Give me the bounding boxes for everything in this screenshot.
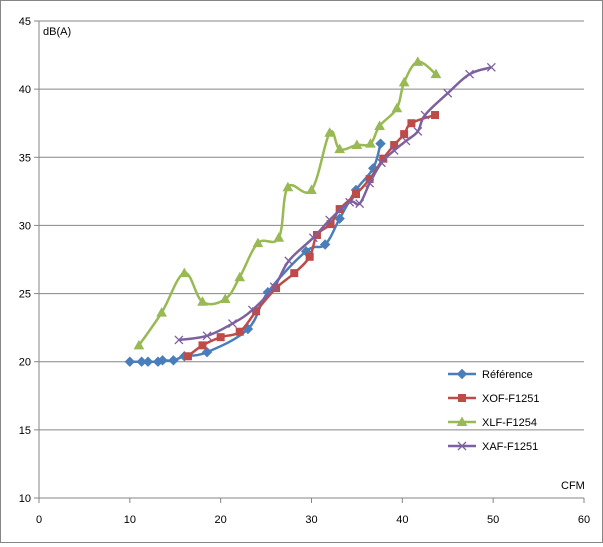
data-point [269, 282, 279, 292]
data-point [430, 68, 442, 79]
data-point [273, 232, 285, 242]
data-point [324, 127, 336, 137]
x-tick-label: 40 [396, 514, 408, 526]
legend-marker [456, 368, 468, 380]
legend-item: XAF-F1251 [448, 441, 538, 453]
data-point [234, 271, 246, 282]
legend-label: XOF-F1251 [482, 393, 539, 405]
data-point [390, 141, 399, 150]
data-point [201, 346, 213, 358]
x-tick-label: 20 [215, 514, 227, 526]
data-point [198, 341, 207, 350]
data-point [334, 143, 346, 154]
data-point [431, 111, 440, 120]
data-point [202, 331, 212, 341]
series-2 [183, 111, 440, 361]
data-point [252, 237, 264, 248]
legend-item: XOF-F1251 [448, 393, 539, 405]
legend-marker [458, 394, 466, 402]
y-tick-label: 35 [19, 152, 31, 164]
data-point [365, 178, 375, 188]
data-point [308, 233, 318, 243]
x-tick-label: 60 [578, 514, 590, 526]
legend-item: XLF-F1254 [448, 416, 537, 429]
y-tick-label: 25 [19, 289, 31, 301]
data-point [407, 119, 416, 128]
data-point [374, 120, 385, 130]
data-point [219, 293, 231, 304]
data-point [282, 181, 294, 192]
tick-labels: 10 15 20 25 30 35 40 45 0 10 20 30 40 50 60 [19, 16, 590, 526]
data-point [197, 296, 208, 306]
data-point [365, 138, 376, 148]
legend-marker [456, 416, 468, 426]
series-4 [174, 62, 496, 345]
data-point [156, 307, 167, 317]
x-tick-label: 50 [487, 514, 499, 526]
data-point [174, 335, 184, 345]
data-point [228, 319, 237, 329]
series-1 [124, 138, 386, 367]
data-point [400, 130, 409, 139]
data-point [376, 158, 386, 168]
x-tick-label: 30 [305, 514, 317, 526]
data-point [413, 126, 423, 136]
y-tick-label: 45 [19, 16, 31, 28]
data-point [401, 136, 411, 146]
legend-label: Référence [482, 369, 533, 381]
y-tick-label: 40 [19, 84, 31, 96]
legend-marker [457, 441, 467, 451]
legend-label: XLF-F1254 [482, 417, 537, 429]
data-point [412, 56, 424, 66]
x-tick-label: 0 [36, 514, 42, 526]
axes [34, 20, 585, 503]
data-point [284, 256, 294, 266]
data-point [465, 69, 475, 79]
y-axis-label: dB(A) [43, 26, 71, 38]
data-point [157, 355, 168, 366]
data-point [351, 139, 363, 150]
y-tick-label: 10 [19, 493, 31, 505]
data-point [178, 267, 190, 278]
data-point [398, 76, 410, 87]
series-line [129, 143, 382, 364]
series-group [124, 56, 496, 367]
y-tick-label: 15 [19, 425, 31, 437]
series-3 [133, 56, 442, 350]
y-tick-label: 30 [19, 220, 31, 232]
data-point [355, 199, 365, 209]
data-point [352, 190, 361, 199]
data-point [334, 213, 345, 224]
data-point [168, 355, 179, 366]
data-point [133, 339, 145, 350]
data-point [305, 252, 314, 261]
data-point [375, 138, 386, 149]
legend: Référence XOF-F1251 XLF-F1254 XAF-F1251 [448, 368, 539, 453]
data-point [124, 356, 136, 367]
data-point [319, 239, 331, 250]
data-point [306, 184, 317, 194]
data-point [183, 352, 192, 361]
series-line [137, 60, 437, 347]
legend-item: Référence [448, 368, 533, 381]
data-point [389, 146, 399, 155]
data-point [345, 197, 355, 207]
y-tick-label: 20 [19, 357, 31, 369]
data-point [290, 269, 299, 278]
data-point [247, 305, 257, 315]
x-axis-label: CFM [561, 480, 585, 492]
data-point [142, 356, 154, 367]
data-point [235, 327, 244, 336]
data-point [325, 215, 335, 225]
data-point [420, 110, 430, 120]
data-point [443, 88, 453, 98]
x-tick-label: 10 [124, 514, 136, 526]
legend-label: XAF-F1251 [482, 441, 538, 453]
data-point [486, 62, 496, 72]
data-point [391, 102, 403, 113]
data-point [216, 333, 225, 342]
